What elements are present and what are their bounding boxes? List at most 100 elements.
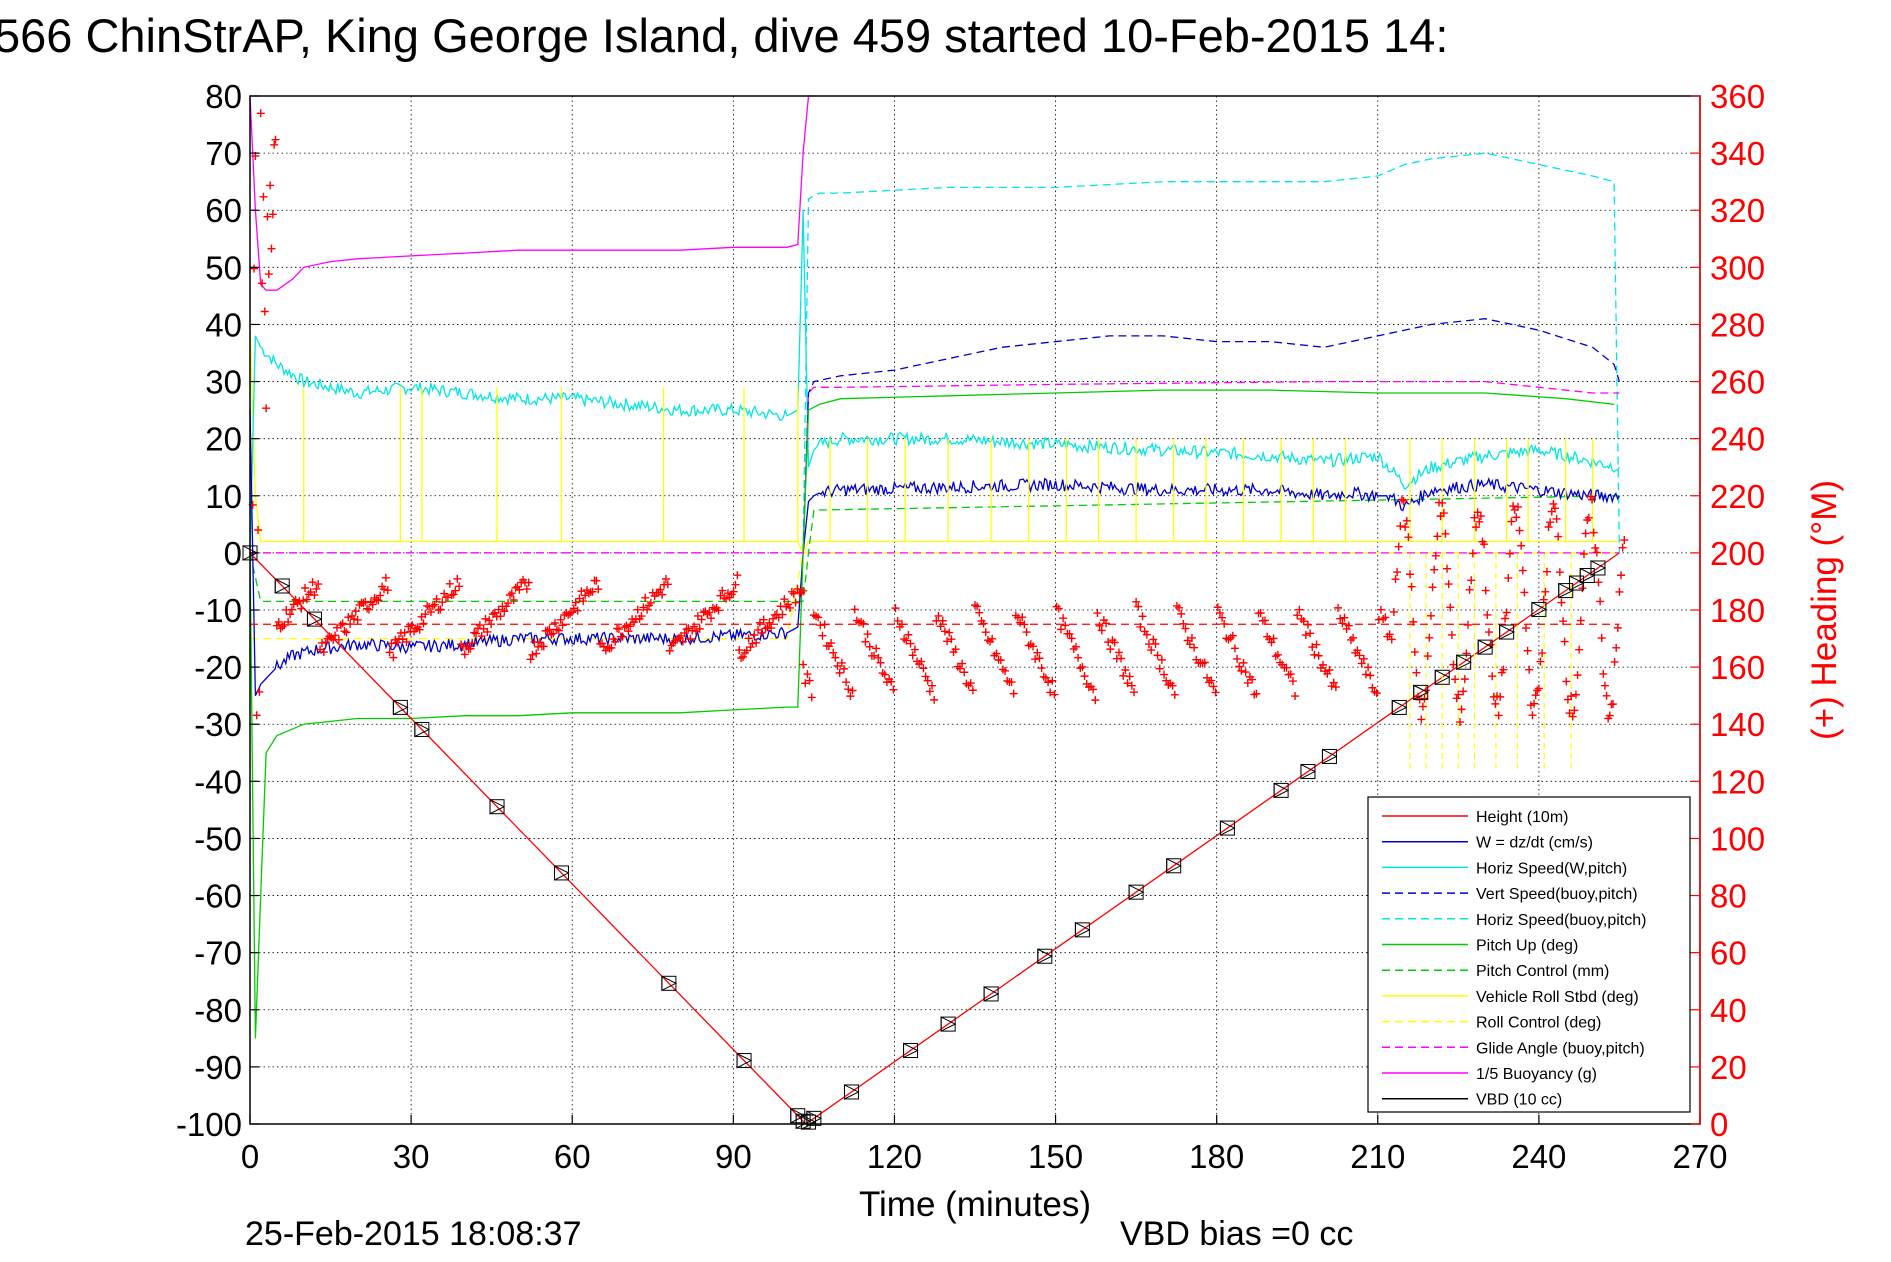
heading-marker	[1357, 659, 1366, 668]
heading-marker	[1353, 646, 1362, 655]
heading-marker	[1243, 678, 1252, 687]
heading-marker	[1452, 694, 1461, 703]
heading-marker	[1394, 542, 1403, 551]
heading-marker	[844, 685, 853, 694]
y2-tick-label: 20	[1710, 1049, 1747, 1086]
heading-marker	[259, 192, 268, 201]
y-tick-label: 20	[205, 421, 242, 458]
heading-marker	[1494, 711, 1503, 720]
heading-marker	[1518, 566, 1527, 575]
heading-marker	[658, 590, 667, 599]
waypoint-triangle	[806, 1110, 823, 1127]
heading-marker	[1181, 624, 1190, 633]
heading-marker	[1016, 618, 1025, 627]
heading-marker	[1385, 630, 1394, 639]
heading-markers	[248, 109, 1629, 727]
waypoint-triangle	[1456, 654, 1472, 671]
heading-marker	[1295, 605, 1304, 614]
heading-marker	[1476, 512, 1485, 521]
y-tick-label: 30	[205, 364, 242, 401]
heading-marker	[787, 587, 796, 596]
heading-marker	[1368, 683, 1377, 692]
heading-marker	[411, 624, 420, 633]
legend-label: Vehicle Roll Stbd (deg)	[1476, 989, 1639, 1006]
heading-marker	[1523, 646, 1532, 655]
heading-marker	[955, 664, 964, 673]
legend-label: Pitch Control (mm)	[1476, 963, 1609, 980]
heading-marker	[1431, 551, 1440, 560]
heading-marker	[255, 687, 264, 696]
y2-tick-label: 260	[1710, 364, 1765, 401]
heading-marker	[451, 586, 460, 595]
heading-marker	[707, 614, 716, 623]
heading-marker	[1472, 523, 1481, 532]
heading-marker	[934, 611, 943, 620]
heading-marker	[1308, 643, 1317, 652]
heading-marker	[524, 578, 533, 587]
heading-marker	[1095, 621, 1104, 630]
heading-marker	[714, 606, 723, 615]
heading-marker	[258, 279, 267, 288]
heading-marker	[807, 693, 816, 702]
heading-marker	[750, 631, 759, 640]
heading-marker	[611, 637, 620, 646]
heading-marker	[614, 625, 623, 634]
heading-marker	[1091, 696, 1100, 705]
heading-marker	[1546, 518, 1555, 527]
heading-marker	[1591, 543, 1600, 552]
y2-tick-label: 80	[1710, 878, 1747, 915]
heading-marker	[1517, 541, 1526, 550]
heading-marker	[299, 596, 308, 605]
heading-marker	[791, 598, 800, 607]
heading-marker	[863, 630, 872, 639]
heading-marker	[312, 584, 321, 593]
heading-marker	[1132, 597, 1141, 606]
waypoint-triangle	[489, 798, 506, 815]
heading-marker	[284, 617, 293, 626]
heading-marker	[1114, 648, 1123, 657]
waypoint-triangle	[1219, 820, 1236, 836]
axis-ticks: 0 30 60 90 120 150 180 210 240 270 80 70 60 50 40 30 20 1…	[176, 78, 1765, 1175]
heading-marker	[453, 574, 462, 583]
heading-marker	[620, 623, 629, 632]
heading-marker	[839, 664, 848, 673]
waypoint-triangle	[1531, 601, 1548, 618]
heading-marker	[1484, 628, 1493, 637]
heading-marker	[1359, 654, 1368, 663]
heading-marker	[1121, 665, 1130, 674]
heading-marker	[1509, 502, 1518, 511]
heading-marker	[1286, 670, 1295, 679]
heading-marker	[310, 590, 319, 599]
waypoint-triangle	[940, 1016, 957, 1032]
heading-marker	[695, 624, 704, 633]
heading-marker	[872, 644, 881, 653]
heading-marker	[829, 648, 838, 657]
x-tick-label: 210	[1350, 1138, 1405, 1175]
y2-tick-label: 340	[1710, 135, 1765, 172]
legend-label: VBD (10 cc)	[1476, 1092, 1562, 1109]
heading-marker	[475, 621, 484, 630]
heading-marker	[389, 653, 398, 662]
heading-marker	[835, 668, 844, 677]
heading-marker	[769, 614, 778, 623]
heading-marker	[618, 632, 627, 641]
heading-marker	[588, 587, 597, 596]
heading-marker	[1454, 690, 1463, 699]
heading-marker	[1303, 620, 1312, 629]
heading-marker	[1041, 673, 1050, 682]
series-line	[250, 380, 1620, 554]
heading-marker	[274, 617, 283, 626]
heading-marker	[975, 608, 984, 617]
waypoint-triangle	[392, 699, 409, 716]
heading-marker	[1018, 613, 1027, 622]
heading-marker	[1046, 688, 1055, 697]
heading-marker	[729, 587, 738, 596]
heading-marker	[1248, 675, 1257, 684]
heading-marker	[686, 634, 695, 643]
heading-marker	[870, 651, 879, 660]
heading-marker	[426, 608, 435, 617]
heading-marker	[968, 686, 977, 695]
heading-marker	[400, 628, 409, 637]
heading-marker	[481, 614, 490, 623]
y-tick-label: 40	[205, 306, 242, 343]
